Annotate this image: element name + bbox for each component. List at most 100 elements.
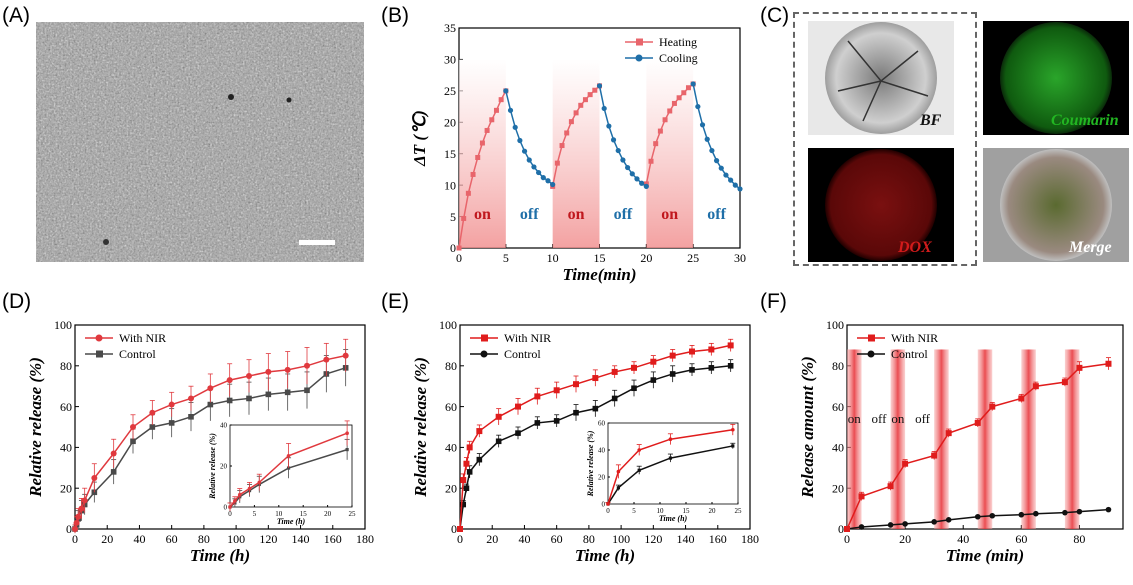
x-tick-label: 0 bbox=[228, 510, 232, 518]
data-point bbox=[587, 92, 593, 98]
x-tick-label: 40 bbox=[518, 532, 530, 546]
legend-marker bbox=[481, 334, 488, 342]
y-tick-label: 20 bbox=[60, 481, 72, 495]
x-tick-label: 20 bbox=[324, 510, 332, 518]
data-point bbox=[207, 385, 214, 392]
y-tick-label: 60 bbox=[598, 419, 606, 427]
y-axis-label: Relative release (%) bbox=[26, 357, 45, 498]
data-point bbox=[498, 97, 504, 103]
data-point bbox=[690, 81, 696, 87]
legend-label: Cooling bbox=[659, 51, 698, 65]
data-point bbox=[573, 381, 579, 388]
x-tick-label: 40 bbox=[957, 532, 969, 546]
x-axis-label: Time (h) bbox=[659, 514, 688, 523]
data-point bbox=[657, 128, 663, 134]
off-label: off bbox=[614, 206, 633, 223]
nir-on-band bbox=[977, 349, 993, 529]
data-point bbox=[625, 164, 631, 171]
data-point bbox=[610, 137, 617, 143]
x-axis-label: Time (h) bbox=[575, 546, 635, 565]
data-point bbox=[732, 182, 738, 188]
data-point bbox=[207, 401, 214, 408]
data-point bbox=[653, 141, 659, 147]
data-point bbox=[596, 83, 603, 89]
data-point bbox=[708, 365, 715, 371]
data-point bbox=[1033, 510, 1039, 517]
data-point bbox=[695, 103, 701, 110]
data-point bbox=[573, 409, 579, 416]
legend-label: With NIR bbox=[504, 331, 551, 345]
data-point bbox=[639, 180, 645, 186]
data-point bbox=[974, 513, 981, 520]
y-tick-label: 20 bbox=[444, 115, 456, 129]
data-point bbox=[78, 505, 85, 512]
y-axis-label: Release amount (%) bbox=[798, 356, 817, 499]
data-point bbox=[110, 469, 117, 475]
data-point bbox=[188, 414, 194, 420]
x-tick-label: 140 bbox=[677, 532, 695, 546]
x-tick-label: 0 bbox=[457, 532, 463, 546]
data-point bbox=[460, 477, 467, 484]
plot-frame bbox=[607, 422, 739, 505]
chart-d: 0 20 40 60 80 100 120 140 160 180020406080100Time… bbox=[26, 318, 374, 565]
data-point bbox=[727, 342, 734, 349]
data-point bbox=[669, 371, 676, 377]
data-point bbox=[648, 158, 654, 164]
nir-on-band bbox=[1021, 349, 1036, 529]
x-tick-label: 20 bbox=[486, 532, 498, 546]
data-point bbox=[110, 450, 117, 457]
data-point bbox=[1061, 379, 1068, 386]
data-point bbox=[75, 513, 82, 520]
series-line-cooling bbox=[692, 83, 741, 190]
data-point bbox=[512, 124, 518, 130]
data-point bbox=[515, 430, 521, 436]
y-tick-label: 20 bbox=[445, 481, 457, 495]
data-point bbox=[1032, 383, 1039, 390]
x-axis-label: Time (h) bbox=[190, 546, 250, 565]
data-point bbox=[1105, 506, 1112, 513]
data-point bbox=[616, 486, 620, 490]
plot-frame bbox=[459, 324, 751, 530]
data-point bbox=[637, 448, 641, 452]
legend-label: With NIR bbox=[891, 331, 938, 345]
data-point bbox=[676, 95, 682, 101]
nir-on-band bbox=[890, 349, 906, 529]
x-tick-label: 100 bbox=[227, 532, 245, 546]
data-point bbox=[731, 427, 735, 432]
x-tick-label: 60 bbox=[551, 532, 563, 546]
data-point bbox=[323, 356, 330, 363]
data-point bbox=[536, 169, 542, 176]
x-tick-label: 80 bbox=[1073, 532, 1085, 546]
data-point bbox=[503, 88, 509, 94]
legend-marker bbox=[868, 334, 875, 342]
coumarin-image: Coumarin bbox=[983, 21, 1129, 135]
x-tick-label: 60 bbox=[166, 532, 178, 546]
data-point bbox=[634, 176, 640, 182]
x-tick-label: 0 bbox=[456, 251, 462, 265]
x-tick-label: 0 bbox=[844, 532, 850, 546]
data-point bbox=[228, 505, 232, 509]
data-point bbox=[457, 526, 463, 532]
data-point bbox=[902, 460, 909, 467]
data-point bbox=[887, 483, 894, 490]
merge-label: Merge bbox=[1068, 239, 1112, 256]
data-point bbox=[989, 512, 996, 519]
on-label: on bbox=[848, 411, 862, 426]
data-point bbox=[130, 438, 136, 445]
x-axis-label: Time(min) bbox=[563, 265, 637, 284]
y-tick-label: 80 bbox=[832, 359, 844, 373]
x-tick-label: 25 bbox=[687, 251, 699, 265]
coumarin-label: Coumarin bbox=[1051, 112, 1119, 129]
data-point bbox=[643, 183, 649, 189]
data-point bbox=[526, 157, 532, 163]
data-point bbox=[507, 107, 514, 113]
plot-frame bbox=[74, 324, 366, 530]
panel-label-f: (F) bbox=[760, 290, 787, 313]
data-point bbox=[489, 117, 495, 123]
x-tick-label: 160 bbox=[709, 532, 727, 546]
heating-band bbox=[459, 59, 506, 248]
y-tick-label: 5 bbox=[450, 210, 456, 224]
x-tick-label: 0 bbox=[606, 507, 610, 515]
data-point bbox=[568, 119, 574, 125]
data-point bbox=[188, 395, 194, 402]
